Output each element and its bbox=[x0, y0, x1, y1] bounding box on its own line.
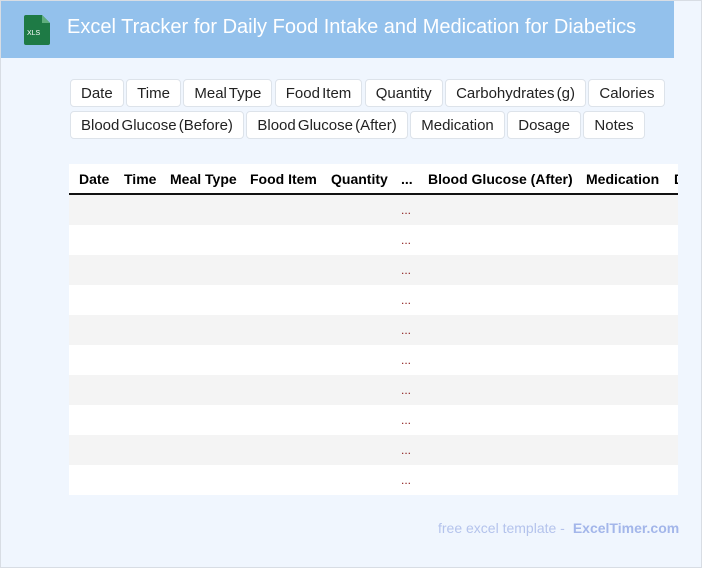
page-title: Excel Tracker for Daily Food Intake and … bbox=[67, 16, 637, 38]
table-body: .............................. bbox=[69, 195, 678, 495]
column-header: Meal Type bbox=[170, 171, 237, 187]
excel-file-icon: XLS bbox=[24, 15, 50, 45]
table-row: ... bbox=[69, 315, 678, 345]
column-chip[interactable]: Blood Glucose (Before) bbox=[70, 111, 244, 139]
column-header: Medication bbox=[586, 171, 660, 187]
column-header: Time bbox=[124, 171, 157, 187]
ellipsis-cell: ... bbox=[401, 293, 412, 307]
column-chip[interactable]: Notes bbox=[583, 111, 645, 139]
ellipsis-cell: ... bbox=[401, 233, 412, 247]
ellipsis-cell: ... bbox=[401, 383, 412, 397]
column-chip[interactable]: Medication bbox=[410, 111, 505, 139]
column-header: ... bbox=[401, 171, 413, 187]
ellipsis-cell: ... bbox=[401, 473, 412, 487]
ellipsis-cell: ... bbox=[401, 323, 412, 337]
column-header: Blood Glucose (After) bbox=[428, 171, 573, 187]
column-header: Quantity bbox=[331, 171, 388, 187]
column-header: D bbox=[674, 171, 678, 187]
ellipsis-cell: ... bbox=[401, 353, 412, 367]
table-row: ... bbox=[69, 195, 678, 225]
column-header: Date bbox=[79, 171, 110, 187]
header-bar: XLS Excel Tracker for Daily Food Intake … bbox=[1, 1, 674, 58]
table-row: ... bbox=[69, 405, 678, 435]
column-chip[interactable]: Quantity bbox=[364, 79, 443, 107]
ellipsis-cell: ... bbox=[401, 203, 412, 217]
footer: free excel template - ExcelTimer.com bbox=[438, 520, 679, 536]
table-row: ... bbox=[69, 465, 678, 495]
column-chip[interactable]: Date bbox=[70, 79, 124, 107]
table-row: ... bbox=[69, 345, 678, 375]
column-chip[interactable]: Dosage bbox=[507, 111, 581, 139]
column-header: Food Item bbox=[250, 171, 317, 187]
data-table: Date Time Meal Type Food Item Quantity... Blo… bbox=[69, 164, 678, 495]
column-chip[interactable]: Blood Glucose (After) bbox=[246, 111, 408, 139]
footer-brand-link[interactable]: ExcelTimer.com bbox=[572, 520, 680, 536]
column-chip[interactable]: Food Item bbox=[274, 79, 363, 107]
ellipsis-cell: ... bbox=[401, 443, 412, 457]
table-row: ... bbox=[69, 255, 678, 285]
table-row: ... bbox=[69, 435, 678, 465]
table-header: Date Time Meal Type Food Item Quantity... Blo… bbox=[69, 164, 678, 195]
column-chip[interactable]: Calories bbox=[588, 79, 666, 107]
ellipsis-cell: ... bbox=[401, 263, 412, 277]
ellipsis-cell: ... bbox=[401, 413, 412, 427]
column-chips: Date Time Meal Type Food Item Quantity C… bbox=[70, 79, 680, 143]
svg-text:XLS: XLS bbox=[27, 30, 41, 37]
footer-text: free excel template - bbox=[438, 520, 565, 536]
column-chip[interactable]: Carbohydrates (g) bbox=[445, 79, 586, 107]
column-chip[interactable]: Time bbox=[126, 79, 181, 107]
column-chip[interactable]: Meal Type bbox=[183, 79, 273, 107]
table-row: ... bbox=[69, 375, 678, 405]
table-row: ... bbox=[69, 285, 678, 315]
table-row: ... bbox=[69, 225, 678, 255]
